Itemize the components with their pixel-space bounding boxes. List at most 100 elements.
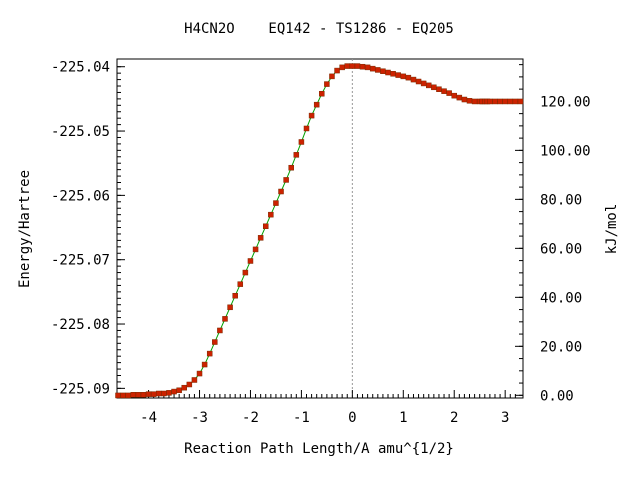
data-point	[232, 292, 238, 299]
data-point	[441, 88, 447, 94]
data-point	[507, 98, 514, 105]
data-point	[324, 81, 330, 87]
y2-tick-label: 100.00	[540, 143, 591, 159]
data-point	[206, 350, 213, 357]
y2-tick-label: 20.00	[540, 339, 582, 355]
data-point	[405, 74, 412, 81]
data-point	[359, 63, 366, 70]
data-point	[283, 177, 289, 183]
data-point	[334, 67, 340, 74]
y2-tick-label: 120.00	[540, 94, 591, 110]
x-tick-label: -1	[293, 410, 310, 426]
data-point	[319, 90, 325, 97]
data-point	[426, 82, 432, 89]
x-axis-label: Reaction Path Length/A amu^{1/2}	[184, 441, 454, 457]
data-point	[344, 63, 351, 69]
data-point	[471, 98, 478, 105]
data-point	[115, 392, 121, 399]
y-tick-label: -225.09	[51, 381, 110, 397]
data-point	[329, 73, 335, 80]
x-tick-label: -4	[140, 410, 157, 426]
data-point	[492, 98, 498, 105]
data-point	[273, 200, 279, 206]
data-point	[247, 258, 254, 264]
data-point	[201, 361, 208, 368]
data-point	[262, 223, 269, 229]
data-point	[222, 316, 228, 322]
data-point	[298, 139, 305, 145]
x-tick-label: 3	[501, 410, 509, 426]
data-point	[156, 390, 162, 397]
data-point	[145, 391, 152, 397]
data-point	[390, 71, 396, 77]
y2-tick-label: 80.00	[540, 192, 582, 208]
data-point	[431, 84, 437, 91]
data-point	[196, 370, 203, 377]
x-tick-label: -3	[191, 410, 208, 426]
data-point	[166, 390, 172, 396]
data-point	[171, 388, 177, 395]
plot-area-frame	[116, 58, 524, 399]
x-tick-label: -2	[242, 410, 259, 426]
data-point	[212, 339, 218, 345]
data-point	[181, 384, 187, 391]
data-point	[517, 98, 524, 105]
y2-tick-label: 0.00	[540, 388, 574, 404]
y-tick-label: -225.06	[51, 188, 110, 204]
data-point	[135, 392, 142, 398]
data-point	[186, 381, 193, 388]
y-tick-label: -225.04	[51, 60, 110, 76]
data-point	[487, 98, 493, 105]
x-axis: -4 -3 -2 -1 0 1 2 3	[122, 390, 516, 426]
data-point	[191, 377, 198, 383]
y-axis-label-left: Energy/Hartree	[17, 170, 33, 288]
data-point	[385, 69, 391, 76]
data-point	[161, 390, 167, 397]
y2-tick-label: 40.00	[540, 290, 582, 306]
energy-curve-line	[118, 65, 521, 396]
data-point	[512, 98, 519, 105]
data-point	[375, 67, 381, 73]
x-tick-label: 1	[399, 410, 407, 426]
data-point	[354, 63, 361, 69]
data-point	[237, 281, 244, 287]
data-point	[461, 96, 468, 103]
energy-curve-points	[115, 63, 524, 399]
y-axis-label-right: kJ/mol	[604, 204, 620, 255]
y-tick-label: -225.07	[51, 253, 110, 269]
x-tick-label: 2	[450, 410, 458, 426]
data-point	[349, 63, 356, 69]
data-point	[395, 72, 401, 78]
data-point	[410, 76, 417, 83]
data-point	[217, 327, 223, 334]
data-point	[451, 92, 457, 99]
data-point	[252, 246, 259, 253]
data-point	[456, 94, 463, 101]
data-point	[125, 392, 131, 399]
data-point	[278, 188, 284, 195]
data-point	[257, 235, 264, 241]
data-point	[268, 211, 274, 218]
data-point	[242, 269, 249, 276]
data-point	[313, 101, 320, 108]
y2-tick-label: 60.00	[540, 241, 582, 257]
data-point	[227, 304, 233, 311]
data-point	[176, 387, 182, 394]
data-point	[497, 98, 503, 105]
data-point	[364, 64, 371, 71]
y-tick-label: -225.08	[51, 317, 110, 333]
data-point	[140, 392, 147, 398]
y-axis-right: 0.00 20.00 40.00 60.00 80.00 100.00 120.00	[515, 64, 591, 404]
chart-title: H4CN2O EQ142 - TS1286 - EQ205	[184, 21, 454, 37]
data-point	[420, 80, 427, 87]
data-point	[446, 90, 452, 96]
data-point	[293, 152, 300, 158]
data-point	[400, 73, 407, 80]
data-point	[380, 68, 386, 74]
data-point	[502, 98, 508, 105]
x-tick-label: 0	[348, 410, 356, 426]
y-tick-label: -225.05	[51, 124, 110, 140]
data-point	[120, 392, 126, 399]
data-point	[303, 125, 310, 132]
